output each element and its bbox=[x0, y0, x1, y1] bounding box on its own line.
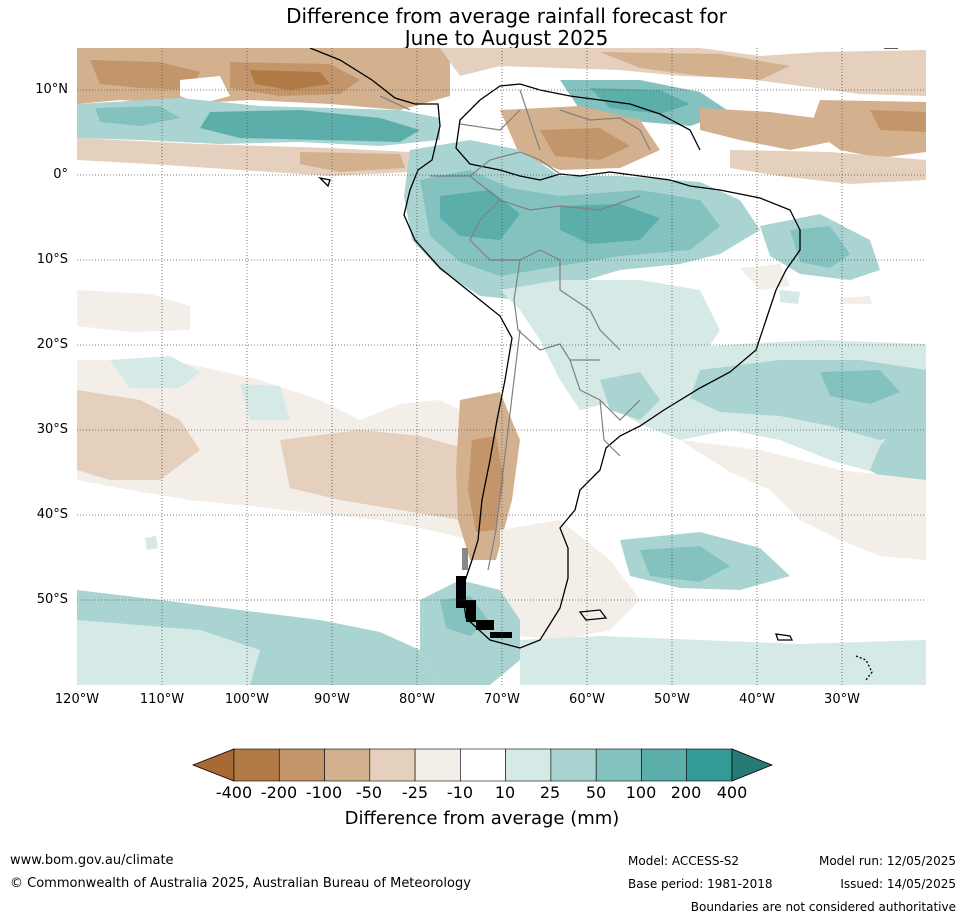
lon-label-60w: 60°W bbox=[569, 692, 605, 707]
lon-label-80w: 80°W bbox=[399, 692, 435, 707]
colorbar-cell bbox=[505, 748, 552, 782]
lon-label-90w: 90°W bbox=[314, 692, 350, 707]
colorbar-cell bbox=[686, 748, 733, 782]
colorbar-extend-low bbox=[191, 748, 235, 782]
colorbar-tick: 50 bbox=[585, 783, 607, 802]
colorbar-cell bbox=[641, 748, 688, 782]
lat-label-50s: 50°S bbox=[36, 592, 68, 607]
lat-label-40s: 40°S bbox=[36, 507, 68, 522]
lon-label-100w: 100°W bbox=[224, 692, 270, 707]
lon-label-50w: 50°W bbox=[654, 692, 690, 707]
colorbar-tick: 400 bbox=[716, 783, 748, 802]
colorbar-tick: -200 bbox=[260, 783, 298, 802]
colorbar-cell bbox=[324, 748, 371, 782]
lat-label-10n: 10°N bbox=[35, 82, 68, 97]
map-title-line1: Difference from average rainfall forecas… bbox=[286, 4, 727, 28]
lon-label-40w: 40°W bbox=[739, 692, 775, 707]
footer-model-run: Model run: 12/05/2025 bbox=[818, 854, 956, 868]
colorbar-label: Difference from average (mm) bbox=[344, 808, 620, 829]
footer-copyright: © Commonwealth of Australia 2025, Austra… bbox=[10, 876, 471, 891]
lat-label-30s: 30°S bbox=[36, 422, 68, 437]
chile-dry-anomaly bbox=[77, 290, 640, 640]
colorbar-cell bbox=[233, 748, 280, 782]
colorbar-cell bbox=[550, 748, 597, 782]
footer-website: www.bom.gov.au/climate bbox=[10, 853, 174, 868]
footer-base-period: Base period: 1981-2018 bbox=[628, 877, 773, 891]
footer-issued: Issued: 14/05/2025 bbox=[840, 877, 956, 891]
chile-fjords bbox=[456, 548, 512, 638]
lat-label-0: 0° bbox=[53, 167, 68, 182]
colorbar-tick: -10 bbox=[446, 783, 474, 802]
colorbar-cell bbox=[414, 748, 461, 782]
colorbar-tick: -400 bbox=[215, 783, 253, 802]
lon-label-110w: 110°W bbox=[139, 692, 185, 707]
colorbar-cell bbox=[595, 748, 642, 782]
colorbar-cell bbox=[278, 748, 325, 782]
lon-label-30w: 30°W bbox=[824, 692, 860, 707]
colorbar-tick: 25 bbox=[539, 783, 561, 802]
colorbar-tick: 200 bbox=[670, 783, 702, 802]
lat-label-10s: 10°S bbox=[36, 252, 68, 267]
footer-disclaimer: Boundaries are not considered authoritat… bbox=[690, 900, 956, 914]
country-borders bbox=[379, 89, 651, 571]
footer-model: Model: ACCESS-S2 bbox=[628, 854, 740, 868]
colorbar-cell bbox=[460, 748, 506, 782]
colorbar-extend-high bbox=[731, 748, 774, 782]
lon-label-70w: 70°W bbox=[484, 692, 520, 707]
colorbar-tick: -25 bbox=[401, 783, 429, 802]
graticule bbox=[77, 48, 926, 685]
lon-label-120w: 120°W bbox=[54, 692, 100, 707]
colorbar-tick: 100 bbox=[625, 783, 657, 802]
colorbar-tick: -50 bbox=[355, 783, 383, 802]
southern-ocean-wet-anomaly bbox=[77, 536, 926, 685]
map-title-line2: June to August 2025 bbox=[404, 26, 609, 50]
colorbar-cell bbox=[369, 748, 416, 782]
colorbar-tick: 10 bbox=[494, 783, 516, 802]
northern-anomaly-band bbox=[77, 48, 926, 184]
colorbar-tick: -100 bbox=[305, 783, 343, 802]
lat-label-20s: 20°S bbox=[36, 337, 68, 352]
south-atlantic-wet-anomaly bbox=[590, 340, 926, 590]
